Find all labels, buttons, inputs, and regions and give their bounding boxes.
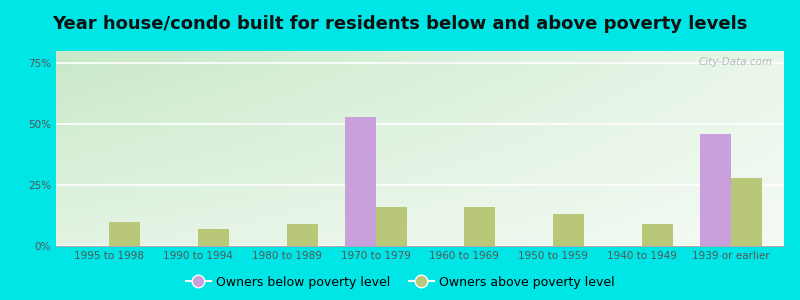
- Bar: [730, 178, 762, 246]
- Bar: [345, 117, 376, 246]
- Bar: [376, 207, 406, 246]
- Bar: [110, 222, 140, 246]
- Bar: [553, 214, 584, 246]
- Text: City-Data.com: City-Data.com: [699, 57, 773, 67]
- Text: Year house/condo built for residents below and above poverty levels: Year house/condo built for residents bel…: [52, 15, 748, 33]
- Bar: [642, 224, 673, 246]
- Bar: [287, 224, 318, 246]
- Bar: [464, 207, 495, 246]
- Bar: [198, 229, 229, 246]
- Bar: [700, 134, 730, 246]
- Legend: Owners below poverty level, Owners above poverty level: Owners below poverty level, Owners above…: [181, 271, 619, 294]
